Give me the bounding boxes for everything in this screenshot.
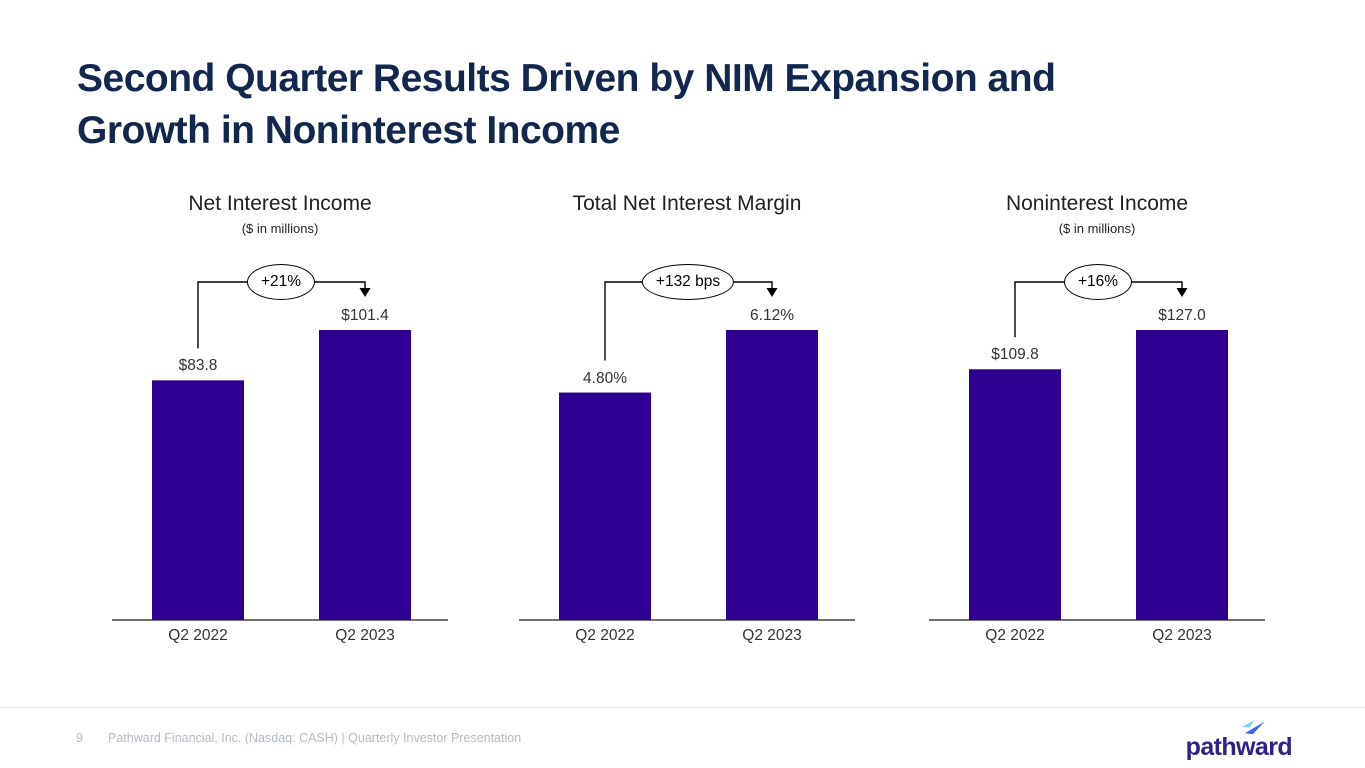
- x-axis-tick-label: Q2 2022: [575, 627, 635, 644]
- chart-title: Total Net Interest Margin: [572, 192, 802, 215]
- bar: [1136, 330, 1228, 620]
- bar-value-label: $101.4: [341, 307, 389, 324]
- pathward-arrow-icon: [1241, 719, 1265, 735]
- pathward-wordmark: pathward: [1185, 733, 1293, 761]
- slide-title: Second Quarter Results Driven by NIM Exp…: [77, 53, 1056, 157]
- slide-title-line-2: Growth in Noninterest Income: [77, 109, 620, 152]
- chart-total-net-interest-margin: Total Net Interest Margin +132 bps 4.80% Q…: [517, 190, 857, 670]
- bar-chart-plot: [112, 281, 448, 621]
- footer-divider: [0, 707, 1365, 708]
- chart-noninterest-income: Noninterest Income ($ in millions) +16% $…: [927, 190, 1267, 670]
- x-axis-tick-label: Q2 2023: [742, 627, 802, 644]
- change-badge: +21%: [246, 264, 316, 300]
- chart-title: Net Interest Income: [188, 192, 372, 215]
- bar-value-label: $83.8: [178, 357, 218, 375]
- x-axis-tick-label: Q2 2022: [985, 627, 1045, 644]
- pathward-logo: pathward: [1185, 719, 1293, 761]
- change-badge: +132 bps: [641, 264, 735, 300]
- bar: [726, 330, 818, 620]
- change-badge: +16%: [1063, 264, 1133, 300]
- bar-chart-plot: [929, 281, 1265, 621]
- bar-value-label: $109.8: [991, 346, 1039, 364]
- chart-title: Noninterest Income: [1005, 192, 1189, 215]
- change-connector-arrowhead: [1176, 288, 1188, 297]
- x-axis-tick-label: Q2 2023: [1152, 627, 1212, 644]
- bar: [319, 330, 411, 620]
- slide-title-line-1: Second Quarter Results Driven by NIM Exp…: [77, 57, 1056, 100]
- x-axis-tick-label: Q2 2023: [335, 627, 395, 644]
- bar-chart-plot: [519, 281, 855, 621]
- chart-subtitle: ($ in millions): [241, 221, 319, 236]
- chart-net-interest-income: Net Interest Income ($ in millions) +21%…: [110, 190, 450, 670]
- footer-attribution: Pathward Financial, Inc. (Nasdaq: CASH) …: [108, 731, 522, 745]
- x-axis-tick-label: Q2 2022: [168, 627, 228, 644]
- bar: [152, 380, 244, 620]
- bar-value-label: 6.12%: [750, 307, 794, 324]
- page-number: 9: [76, 731, 83, 745]
- change-connector-arrowhead: [359, 288, 371, 297]
- chart-subtitle: ($ in millions): [1058, 221, 1136, 236]
- bar: [559, 392, 651, 620]
- bar-value-label: 4.80%: [583, 369, 627, 387]
- bar: [969, 369, 1061, 620]
- change-connector-arrowhead: [766, 288, 778, 297]
- bar-value-label: $127.0: [1158, 307, 1206, 324]
